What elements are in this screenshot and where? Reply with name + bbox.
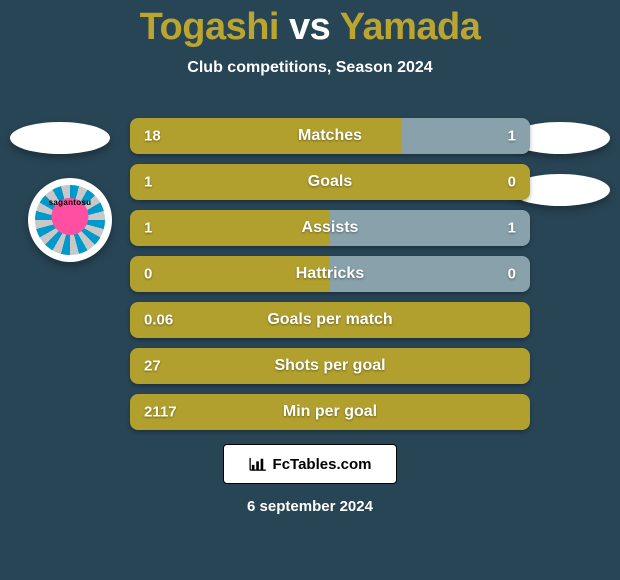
crest-graphic: sagantosu [35, 185, 105, 255]
player1-club-crest: sagantosu [28, 178, 112, 262]
title-player1: Togashi [140, 6, 279, 48]
stat-row: Assists1 1 [130, 210, 530, 246]
stat-row: Goals1 0 [130, 164, 530, 200]
stat-label: Min per goal [130, 403, 530, 421]
chart-icon [249, 457, 267, 471]
stat-value-left: 27 [144, 358, 161, 375]
subtitle: Club competitions, Season 2024 [0, 59, 620, 77]
stat-row: Shots per goal27 [130, 348, 530, 384]
stat-row: Matches18 1 [130, 118, 530, 154]
stat-label: Shots per goal [130, 357, 530, 375]
stat-value-left: 1 [144, 220, 152, 237]
stat-value-right: 0 [508, 174, 516, 191]
stat-value-left: 18 [144, 128, 161, 145]
footer-date: 6 september 2024 [0, 498, 620, 515]
crest-label: sagantosu [35, 198, 105, 207]
stat-value-right: 1 [508, 128, 516, 145]
stat-value-left: 2117 [144, 404, 177, 421]
stat-row: Min per goal2117 [130, 394, 530, 430]
stat-label: Matches [130, 127, 530, 145]
stat-value-left: 0 [144, 266, 152, 283]
stat-label: Hattricks [130, 265, 530, 283]
stat-value-right: 0 [508, 266, 516, 283]
stat-row: Goals per match0.06 [130, 302, 530, 338]
stat-label: Goals [130, 173, 530, 191]
stat-row: Hattricks0 0 [130, 256, 530, 292]
stat-value-right: 1 [508, 220, 516, 237]
title-player2: Yamada [340, 6, 481, 48]
stat-value-left: 1 [144, 174, 152, 191]
stat-label: Goals per match [130, 311, 530, 329]
stat-bars: Matches181Goals10Assists11Hattricks00Goa… [130, 118, 530, 440]
comparison-infographic: Togashi vs Yamada Club competitions, Sea… [0, 0, 620, 580]
title-vs: vs [289, 6, 330, 48]
brand-text: FcTables.com [273, 456, 372, 473]
brand-badge: FcTables.com [223, 444, 397, 484]
stat-value-left: 0.06 [144, 312, 173, 329]
page-title: Togashi vs Yamada [0, 0, 620, 49]
player1-slot-oval [10, 122, 110, 154]
stat-label: Assists [130, 219, 530, 237]
